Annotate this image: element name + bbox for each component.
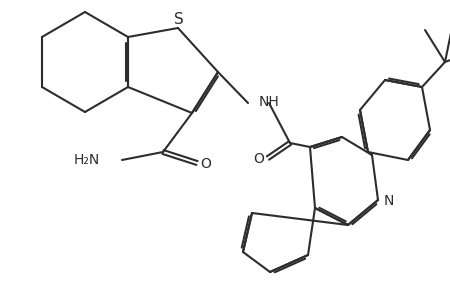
Text: S: S — [174, 13, 184, 28]
Text: NH: NH — [259, 95, 280, 109]
Text: O: O — [201, 157, 212, 171]
Text: O: O — [253, 152, 265, 166]
Text: H₂N: H₂N — [74, 153, 100, 167]
Text: N: N — [384, 194, 394, 208]
